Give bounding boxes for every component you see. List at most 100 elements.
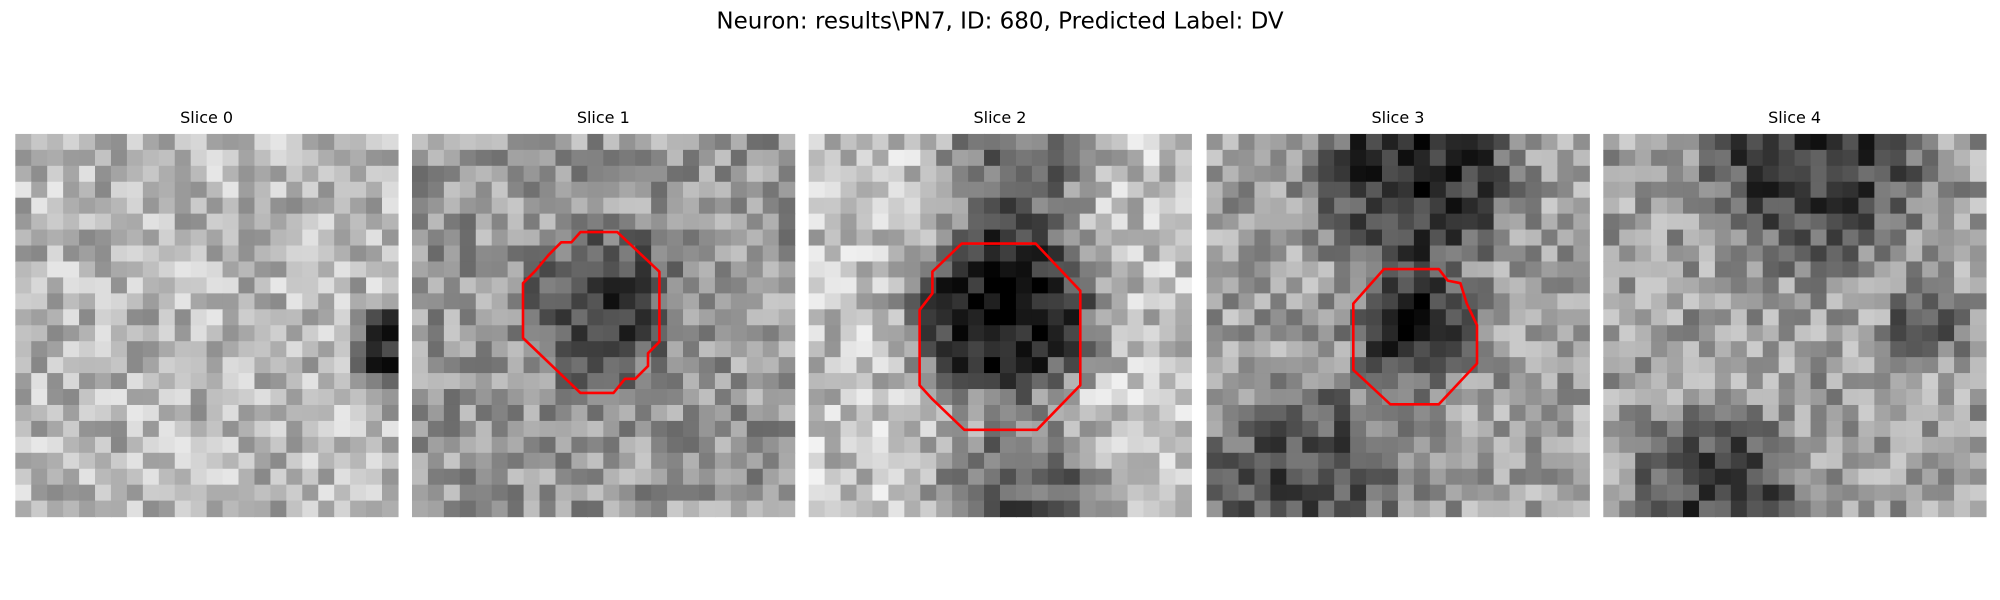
pixel — [824, 229, 842, 247]
pixel — [968, 325, 985, 342]
pixel — [1493, 293, 1511, 310]
pixel — [1095, 484, 1113, 502]
pixel — [683, 420, 700, 438]
pixel — [1302, 197, 1319, 215]
pixel — [698, 325, 716, 342]
pixel — [872, 213, 889, 231]
pixel — [31, 436, 48, 454]
pixel — [79, 229, 96, 247]
pixel — [1382, 436, 1399, 454]
pixel — [1445, 213, 1463, 231]
pixel — [888, 165, 905, 183]
pixel — [968, 245, 985, 263]
pixel — [1366, 181, 1383, 199]
pixel — [1318, 404, 1335, 422]
pixel — [1619, 500, 1636, 518]
pixel — [1079, 277, 1097, 294]
pixel — [1557, 436, 1574, 454]
pixel — [1730, 389, 1748, 406]
pixel — [270, 245, 287, 263]
pixel — [778, 420, 796, 438]
pixel — [350, 357, 367, 374]
pixel — [587, 357, 604, 374]
pixel — [762, 133, 780, 151]
pixel — [1970, 468, 1987, 486]
pixel — [1667, 165, 1684, 183]
pixel — [683, 213, 700, 231]
pixel — [872, 436, 889, 454]
pixel — [1445, 165, 1463, 183]
pixel — [318, 404, 335, 422]
pixel — [1095, 389, 1113, 406]
pixel — [904, 293, 921, 310]
pixel — [31, 420, 48, 438]
pixel — [968, 181, 985, 199]
pixel — [920, 309, 937, 326]
pixel — [1031, 341, 1049, 358]
pixel — [190, 293, 208, 310]
pixel — [1095, 357, 1113, 374]
pixel — [603, 357, 620, 374]
pixel — [1366, 309, 1383, 326]
pixel — [1557, 389, 1574, 406]
pixel — [1095, 229, 1113, 247]
pixel — [190, 133, 208, 151]
pixel — [1810, 325, 1828, 342]
pixel — [762, 452, 780, 470]
pixel — [318, 373, 335, 390]
pixel — [459, 149, 477, 167]
pixel — [1525, 309, 1543, 326]
pixel — [714, 341, 732, 358]
pixel — [635, 133, 652, 151]
pixel — [1063, 309, 1081, 326]
pixel — [746, 293, 764, 310]
pixel — [1509, 245, 1527, 263]
pixel — [411, 373, 429, 390]
pixel — [603, 213, 620, 231]
image-panel: Slice 1 — [411, 108, 796, 518]
pixel — [1254, 245, 1271, 263]
pixel — [47, 261, 64, 279]
pixel — [872, 229, 889, 247]
pixel — [286, 420, 303, 438]
pixel — [1541, 133, 1558, 151]
pixel — [872, 149, 889, 167]
pixel — [1938, 261, 1955, 279]
pixel — [443, 309, 461, 326]
pixel — [1509, 309, 1527, 326]
pixel — [443, 261, 461, 279]
pixel — [1635, 149, 1652, 167]
pixel — [158, 309, 176, 326]
pixel — [1461, 468, 1479, 486]
pixel — [808, 500, 826, 518]
pixel — [1063, 181, 1081, 199]
pixel — [1603, 277, 1620, 294]
pixel — [1206, 420, 1224, 438]
pixel — [603, 484, 620, 502]
pixel — [334, 165, 351, 183]
pixel — [1651, 484, 1668, 502]
pixel — [1603, 229, 1620, 247]
pixel — [1302, 468, 1319, 486]
pixel — [1206, 341, 1224, 358]
pixel — [1794, 500, 1812, 518]
pixel — [523, 404, 541, 422]
pixel — [15, 452, 32, 470]
pixel — [1047, 213, 1065, 231]
pixel — [1762, 500, 1780, 518]
pixel — [1573, 181, 1590, 199]
pixel — [1143, 165, 1161, 183]
pixel — [1651, 213, 1668, 231]
pixel — [366, 181, 383, 199]
pixel — [126, 325, 144, 342]
pixel — [110, 500, 128, 518]
pixel — [603, 341, 620, 358]
pixel — [1493, 245, 1511, 263]
pixel — [1397, 133, 1415, 151]
pixel — [15, 389, 32, 406]
pixel — [1493, 309, 1511, 326]
pixel — [174, 293, 192, 310]
pixel — [1541, 341, 1558, 358]
pixel — [1270, 293, 1287, 310]
pixel — [571, 181, 588, 199]
